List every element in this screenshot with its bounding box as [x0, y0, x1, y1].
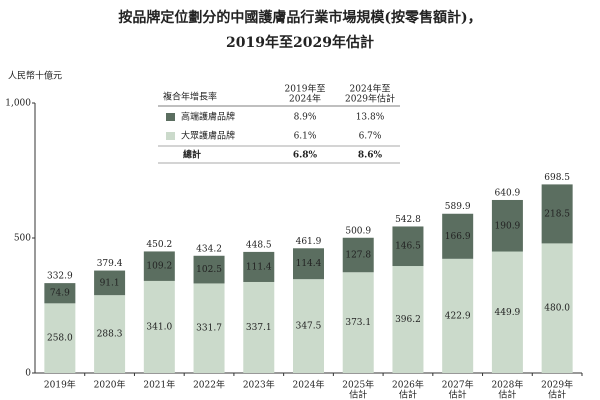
total-label: 589.9 — [445, 202, 471, 212]
value-label: 190.9 — [495, 221, 521, 231]
total-label: 450.2 — [146, 240, 172, 250]
bar-segment — [293, 248, 324, 280]
table-header: 2019年至 — [285, 83, 326, 95]
x-tick-label: 2029年 — [541, 379, 573, 391]
legend-swatch — [166, 132, 175, 140]
bar-segment — [541, 184, 573, 244]
chart-subtitle: 2019年至2029年估計 — [226, 34, 374, 51]
value-label: 74.9 — [50, 289, 70, 299]
bar-segment — [491, 199, 523, 252]
x-tick-label: 2026年 — [392, 379, 424, 391]
value-label: 449.9 — [495, 308, 521, 318]
table-row-label: 高端護膚品牌 — [181, 111, 235, 123]
bar-segment — [243, 251, 275, 282]
y-tick-label: 1,000 — [5, 99, 31, 109]
total-label: 379.4 — [97, 259, 123, 269]
table-cell: 8.9% — [294, 113, 317, 123]
value-label: 146.5 — [395, 242, 421, 252]
bar-segment — [143, 280, 175, 373]
bar-segment — [193, 255, 225, 284]
value-label: 166.9 — [445, 232, 471, 242]
x-tick-label: 2019年 — [44, 379, 76, 391]
bar-segment — [293, 279, 324, 373]
bar-segment — [44, 303, 76, 373]
y-axis-label: 人民幣十億元 — [8, 70, 62, 82]
bar-segment — [143, 251, 175, 281]
x-tick-label: 2020年 — [94, 379, 126, 391]
total-label: 500.9 — [345, 226, 371, 236]
bar-segment — [44, 283, 76, 304]
value-label: 109.2 — [146, 262, 172, 272]
x-tick-label: 2024年 — [293, 379, 325, 391]
bar-segment — [243, 281, 275, 373]
value-label: 337.1 — [246, 323, 272, 333]
table-cell: 6.7% — [359, 132, 382, 142]
x-tick-label: 2021年 — [143, 379, 175, 391]
total-label: 461.9 — [296, 237, 322, 247]
table-cell: 6.1% — [294, 132, 317, 142]
table-row-label: 大眾護膚品牌 — [181, 130, 235, 142]
x-tick-label: 估計 — [449, 389, 467, 400]
x-tick-label: 估計 — [349, 389, 367, 400]
total-label: 448.5 — [246, 240, 272, 250]
table-cell: 13.8% — [356, 113, 385, 123]
total-label: 640.9 — [495, 188, 521, 198]
x-tick-label: 2028年 — [491, 379, 523, 391]
value-label: 102.5 — [196, 265, 222, 275]
table-header: 2024年至 — [350, 83, 391, 95]
bar-segment — [541, 243, 573, 373]
value-label: 91.1 — [100, 278, 120, 288]
value-label: 111.4 — [246, 262, 272, 272]
x-tick-label: 2027年 — [442, 379, 474, 391]
value-label: 218.5 — [544, 209, 570, 219]
value-label: 422.9 — [445, 311, 471, 321]
bar-segment — [392, 266, 424, 373]
total-label: 698.5 — [544, 173, 570, 183]
bar-segment — [94, 270, 126, 296]
x-tick-label: 2023年 — [243, 379, 275, 391]
value-label: 331.7 — [196, 324, 222, 334]
chart-title: 按品牌定位劃分的中國護膚品行業市場規模(按零售額計)， — [118, 9, 481, 26]
bar-segment — [342, 272, 374, 373]
table-header: 2024年 — [289, 93, 321, 105]
x-tick-label: 估計 — [399, 389, 417, 400]
table-header: 複合年增長率 — [163, 91, 217, 103]
total-label: 542.8 — [395, 215, 421, 225]
bar-segment — [442, 213, 474, 259]
y-tick-label: 500 — [14, 234, 31, 244]
y-tick-label: 0 — [25, 369, 31, 379]
table-header: 2029年估計 — [345, 93, 395, 105]
value-label: 258.0 — [47, 334, 73, 344]
table-cell: 8.6% — [358, 151, 383, 161]
bar-segment — [94, 295, 126, 373]
bar-segment — [392, 226, 424, 267]
table-row-label: 總計 — [183, 149, 201, 161]
value-label: 480.0 — [544, 304, 570, 314]
value-label: 127.8 — [345, 251, 371, 261]
bar-segment — [342, 237, 374, 273]
total-label: 332.9 — [47, 272, 73, 282]
x-tick-label: 估計 — [548, 389, 566, 400]
x-tick-label: 2025年 — [342, 379, 374, 391]
legend-swatch — [166, 113, 175, 121]
x-tick-label: 2022年 — [193, 379, 225, 391]
x-tick-label: 估計 — [498, 389, 516, 400]
value-label: 347.5 — [296, 322, 322, 332]
value-label: 396.2 — [395, 315, 421, 325]
value-label: 373.1 — [345, 318, 371, 328]
bar-segment — [491, 251, 523, 373]
table-cell: 6.8% — [293, 151, 318, 161]
value-label: 114.4 — [296, 259, 322, 269]
total-label: 434.2 — [196, 244, 222, 254]
bar-segment — [442, 258, 474, 373]
value-label: 341.0 — [146, 322, 172, 332]
value-label: 288.3 — [97, 330, 123, 340]
bar-segment — [193, 283, 225, 373]
